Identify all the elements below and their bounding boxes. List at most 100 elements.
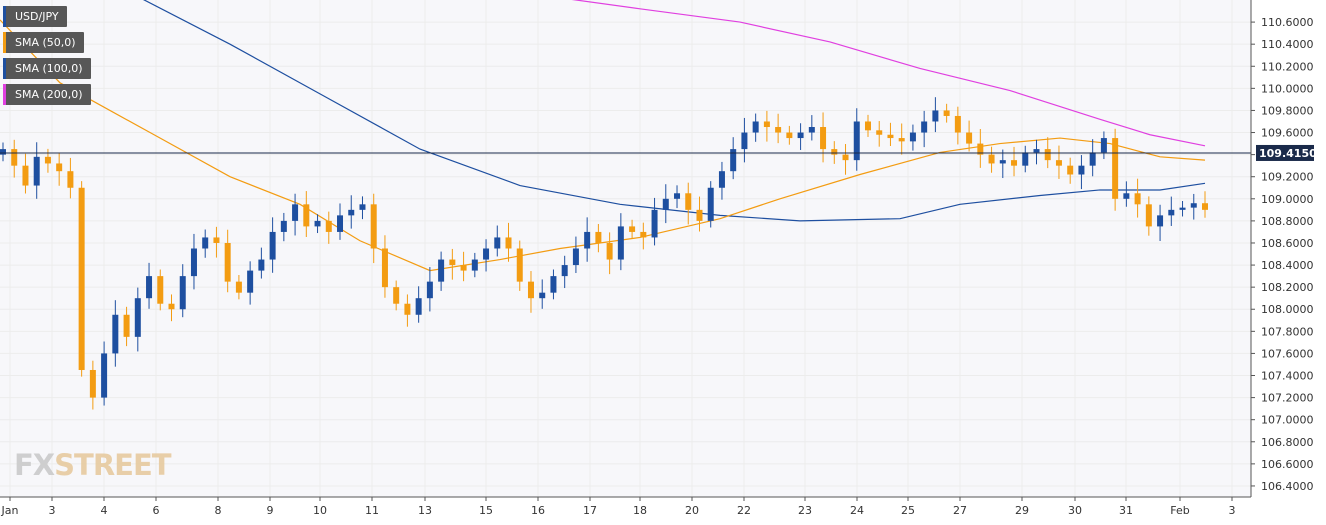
x-tick-label: 9: [267, 504, 274, 517]
x-tick-label: 17: [583, 504, 597, 517]
last-price-badge: 109.4150: [1256, 144, 1317, 161]
candle-body: [1078, 165, 1085, 175]
candle-body: [954, 115, 961, 133]
sma-200-line: [571, 0, 1206, 147]
candle-body: [56, 163, 63, 172]
price-axis: 106.4000 106.6000 106.8000 107.0000 107.2000…: [1250, 0, 1314, 497]
candle-body: [853, 121, 860, 161]
grid-lines: [0, 0, 1251, 497]
candle-body: [617, 226, 624, 260]
candle-body: [224, 242, 231, 282]
candle-body: [864, 121, 871, 131]
legend-item-sma50[interactable]: SMA (50,0): [3, 32, 84, 53]
candle-body: [921, 121, 928, 133]
candle-body: [606, 242, 613, 260]
x-tick-label: 8: [215, 504, 222, 517]
x-tick-label: Feb: [1170, 504, 1189, 517]
candle-body: [11, 149, 18, 166]
time-axis: Jan 3 4 6 8 9 10 11 13 15 16 17 18 20 22 23 24 25 27 29 30 31…: [0, 496, 1251, 517]
y-tick-label: 108.6000: [1261, 237, 1314, 250]
x-tick-label: 23: [798, 504, 812, 517]
candle-body: [359, 204, 366, 210]
candle-body: [640, 231, 647, 238]
candle-body: [1145, 204, 1152, 227]
y-tick-label: 107.8000: [1261, 325, 1314, 338]
legend-item-sma200[interactable]: SMA (200,0): [3, 84, 91, 105]
candle-body: [674, 193, 681, 199]
candle-body: [718, 171, 725, 188]
candle-body: [426, 281, 433, 299]
candle-body: [325, 220, 332, 232]
y-tick-label: 109.0000: [1261, 193, 1314, 206]
candle-body: [460, 265, 467, 271]
candle-body: [449, 259, 456, 266]
candle-body: [898, 138, 905, 142]
x-tick-label: 31: [1119, 504, 1133, 517]
candle-body: [909, 132, 916, 142]
x-tick-label: 16: [531, 504, 545, 517]
x-tick-label: 25: [901, 504, 915, 517]
candle-body: [0, 149, 6, 155]
legend-swatch: [3, 32, 6, 53]
candle-body: [280, 220, 287, 232]
candle-body: [235, 281, 242, 293]
x-tick-label: 29: [1015, 504, 1029, 517]
candle-body: [752, 121, 759, 133]
x-tick-label: 22: [737, 504, 751, 517]
candle-body: [831, 149, 838, 155]
y-tick-label: 108.0000: [1261, 303, 1314, 316]
candle-body: [707, 187, 714, 221]
candle-body: [1168, 209, 1175, 216]
candle-body: [190, 248, 197, 277]
candle-body: [89, 369, 96, 398]
legend-swatch: [3, 58, 6, 79]
y-tick-label: 110.0000: [1261, 82, 1314, 95]
candle-body: [797, 132, 804, 139]
y-tick-label: 108.4000: [1261, 259, 1314, 272]
candle-body: [561, 265, 568, 277]
candle-body: [78, 187, 85, 370]
candle-body: [662, 198, 669, 210]
candle-body: [527, 281, 534, 299]
candle-body: [932, 110, 939, 122]
candles: [0, 97, 1208, 410]
candle-body: [820, 127, 827, 150]
candle-body: [1022, 152, 1029, 166]
legend-label: SMA (200,0): [15, 88, 83, 101]
candle-body: [101, 353, 108, 398]
candle-body: [1067, 165, 1074, 175]
moving-averages: [0, 0, 1206, 272]
candle-body: [44, 156, 51, 164]
candle-body: [471, 259, 478, 271]
y-tick-label: 107.6000: [1261, 347, 1314, 360]
candle-body: [168, 303, 175, 310]
y-tick-label: 107.2000: [1261, 392, 1314, 405]
candle-body: [730, 149, 737, 172]
x-tick-label: 15: [479, 504, 493, 517]
candle-body: [651, 209, 658, 238]
candle-body: [1011, 160, 1018, 166]
legend-item-sma100[interactable]: SMA (100,0): [3, 58, 91, 79]
candle-body: [999, 160, 1006, 164]
legend-item-usdjpy[interactable]: USD/JPY: [3, 6, 67, 27]
y-tick-label: 106.4000: [1261, 480, 1314, 493]
candle-body: [1089, 152, 1096, 166]
x-tick-label: 24: [850, 504, 864, 517]
y-tick-label: 107.4000: [1261, 370, 1314, 383]
candle-body: [763, 121, 770, 128]
candle-body: [1123, 193, 1130, 199]
last-price-label: 109.4150: [1259, 147, 1317, 160]
candle-body: [1190, 203, 1197, 208]
candle-body: [269, 231, 276, 260]
candle-body: [1055, 160, 1062, 166]
candle-body: [157, 276, 164, 304]
x-tick-label: 6: [153, 504, 160, 517]
candle-body: [146, 276, 153, 299]
candle-body: [67, 171, 74, 188]
candle-body: [539, 292, 546, 299]
y-tick-label: 107.0000: [1261, 414, 1314, 427]
candle-body: [1100, 138, 1107, 153]
x-tick-label: 13: [418, 504, 432, 517]
fxstreet-watermark-logo: FXSTREET: [14, 448, 172, 482]
candle-body: [22, 165, 29, 186]
